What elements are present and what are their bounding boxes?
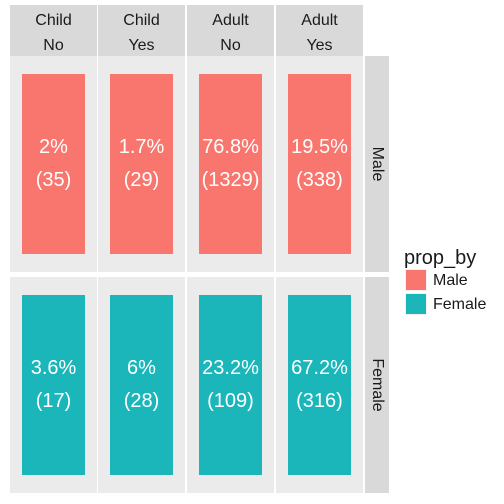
count-label: (109) — [207, 390, 254, 412]
count-label: (17) — [36, 390, 72, 412]
percent-label: 1.7% — [119, 136, 165, 158]
percent-label: 67.2% — [291, 357, 348, 379]
count-label: (316) — [296, 390, 343, 412]
bar-male — [22, 74, 85, 254]
bar-female — [199, 295, 262, 475]
column-strips: Child No Child Yes Adult No Adult Yes — [10, 5, 363, 57]
column-strip-bg — [10, 5, 97, 57]
column-strip-line2: No — [43, 37, 64, 54]
percent-label: 2% — [39, 136, 68, 158]
percent-label: 23.2% — [202, 357, 259, 379]
legend: prop_by Male Female — [404, 247, 486, 315]
count-label: (1329) — [202, 169, 260, 191]
legend-key-male — [406, 270, 426, 290]
column-strip-line1: Child — [35, 12, 71, 29]
count-label: (28) — [124, 390, 160, 412]
column-strip-line1: Child — [123, 12, 159, 29]
column-strip-line1: Adult — [301, 12, 338, 29]
column-strip-line1: Adult — [212, 12, 249, 29]
row-strips: Male Female — [365, 56, 389, 493]
percent-label: 3.6% — [31, 357, 77, 379]
legend-label: Male — [433, 272, 468, 289]
bar-male — [288, 74, 351, 254]
bar-female — [22, 295, 85, 475]
column-strip-bg — [98, 5, 185, 57]
bar-female — [110, 295, 173, 475]
row-strip-bg — [365, 277, 389, 493]
column-strip-line2: Yes — [128, 37, 154, 54]
percent-label: 6% — [127, 357, 156, 379]
legend-title: prop_by — [404, 247, 476, 269]
column-strip-line2: Yes — [306, 37, 332, 54]
bar-female — [288, 295, 351, 475]
column-strip-line2: No — [220, 37, 241, 54]
bar-male — [110, 74, 173, 254]
legend-label: Female — [433, 296, 486, 313]
percent-label: 76.8% — [202, 136, 259, 158]
column-strip-bg — [276, 5, 363, 57]
row-strip-label: Male — [369, 147, 386, 182]
legend-key-female — [406, 294, 426, 314]
panels: 2% (35) 1.7% (29) 76.8% (1329) 19.5% (338) 3.6% (… — [10, 56, 363, 493]
row-strip-label: Female — [369, 358, 386, 411]
percent-label: 19.5% — [291, 136, 348, 158]
legend-items: Male Female — [405, 269, 486, 315]
row-strip-bg — [365, 56, 389, 272]
count-label: (338) — [296, 169, 343, 191]
count-label: (29) — [124, 169, 160, 191]
bar-male — [199, 74, 262, 254]
column-strip-bg — [187, 5, 274, 57]
count-label: (35) — [36, 169, 72, 191]
